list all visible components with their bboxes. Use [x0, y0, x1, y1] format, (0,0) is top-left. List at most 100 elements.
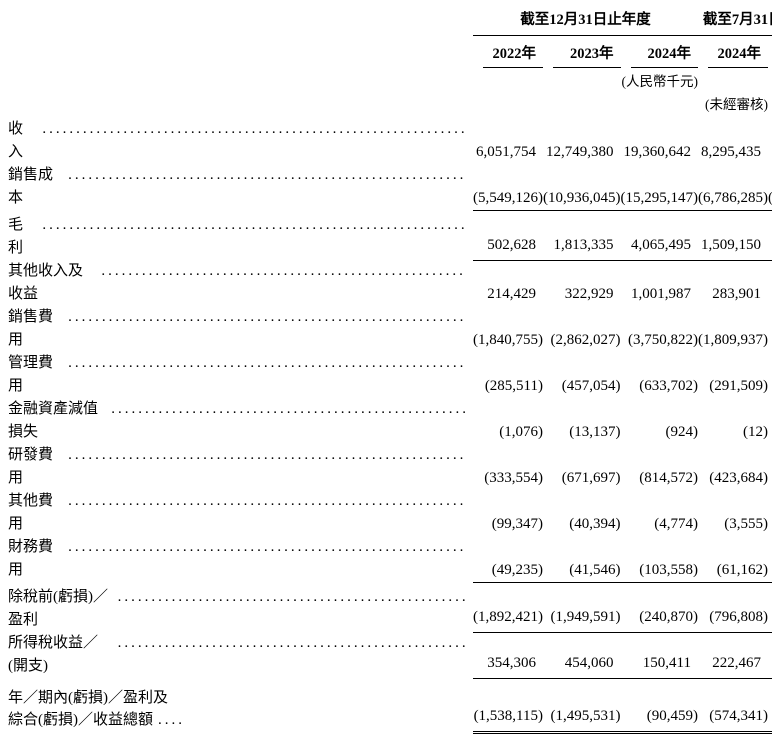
value-fy2023: (13,137)	[569, 424, 621, 440]
value-fy2022: 214,429	[487, 286, 536, 302]
row-label: 銷售成本	[8, 167, 54, 206]
value-fy2024: (4,774)	[654, 516, 698, 532]
value-7m2024: (291,509)	[709, 378, 768, 394]
row-other-expenses: 其他費用....................................…	[8, 490, 772, 536]
value-7m2025: (38,513)	[768, 632, 772, 679]
value-fy2023: 12,749,380	[546, 144, 614, 160]
column-header-7m2024: 2024年	[708, 45, 768, 68]
value-fy2022: 502,628	[473, 209, 543, 261]
row-finance-costs: 財務費用....................................…	[8, 536, 772, 582]
row-label-line1: 年／期內(虧損)／盈利及	[8, 690, 168, 706]
dot-leader: ....	[158, 712, 185, 728]
value-7m2025: 780,664	[768, 260, 772, 306]
dot-leader: ........................................…	[42, 121, 465, 137]
column-header-fy2022: 2022年	[483, 45, 543, 68]
dot-leader: ........................................…	[68, 447, 465, 463]
value-fy2023: (40,394)	[569, 516, 621, 532]
row-label: 財務費用	[8, 539, 54, 578]
value-7m2024: (1,809,937)	[698, 332, 768, 348]
row-label: 其他費用	[8, 493, 54, 532]
dot-leader: ........................................…	[68, 539, 465, 555]
dot-leader: ........................................…	[68, 493, 465, 509]
value-7m2024: 283,901	[712, 286, 761, 302]
value-fy2024: (90,459)	[620, 678, 698, 734]
row-label: 銷售費用	[8, 309, 54, 348]
row-label: 管理費用	[8, 355, 54, 394]
value-fy2022: (1,840,755)	[473, 332, 543, 348]
value-fy2023: 322,929	[564, 286, 614, 302]
value-7m2025: 15,781,481	[768, 114, 772, 164]
row-rd-expenses: 研發費用....................................…	[8, 444, 772, 490]
value-7m2025: 472,645	[768, 581, 772, 633]
value-fy2023: 454,060	[543, 632, 621, 679]
value-fy2024: 19,360,642	[623, 144, 692, 160]
value-fy2022: (5,549,126)	[473, 189, 543, 206]
value-fy2022: (1,892,421)	[473, 581, 543, 633]
value-7m2024: 222,467	[698, 632, 768, 679]
value-fy2022: 354,306	[473, 632, 543, 679]
row-label: 其他收入及收益	[8, 263, 84, 302]
row-label-line2: 綜合(虧損)／收益總額	[8, 712, 153, 728]
interim-period-header: 截至7月31日止七個月	[698, 11, 772, 36]
row-label: 金融資產減值損失	[8, 401, 99, 440]
row-impairment-losses: 金融資產減值損失................................…	[8, 398, 772, 444]
period-group-header-row: 截至12月31日止年度 截至7月31日止七個月	[8, 6, 772, 36]
value-7m2024: (796,808)	[698, 581, 768, 633]
dot-leader: ........................................…	[117, 635, 465, 651]
value-7m2024: (3,555)	[724, 516, 768, 532]
value-fy2024: 1,001,987	[631, 286, 691, 302]
annual-period-header: 截至12月31日止年度	[473, 11, 698, 36]
dot-leader: ........................................…	[68, 167, 465, 183]
value-fy2024: (3,750,822)	[628, 332, 698, 348]
row-other-income-gains: 其他收入及收益.................................…	[8, 260, 772, 306]
column-header-fy2023: 2023年	[553, 45, 621, 68]
value-7m2025: 434,132	[768, 678, 772, 734]
value-fy2024: 4,065,495	[620, 209, 698, 261]
value-fy2022: (99,347)	[491, 516, 543, 532]
unaudited-note: (未經審核)	[705, 97, 768, 112]
value-7m2025: (2,646,250)	[768, 306, 772, 352]
value-7m2024: 8,295,435	[701, 144, 761, 160]
value-7m2024: (12)	[743, 424, 768, 440]
value-fy2023: (1,495,531)	[543, 678, 621, 734]
value-7m2024: (423,684)	[709, 470, 768, 486]
value-fy2024: (103,558)	[639, 561, 698, 578]
value-fy2023: (41,546)	[569, 561, 621, 578]
value-7m2025: 3,363,269	[768, 209, 772, 261]
row-total-comprehensive-loss-income: 年／期內(虧損)／盈利及 綜合(虧損)／收益總額.... (1,538,115)…	[8, 678, 772, 734]
row-selling-expenses: 銷售費用....................................…	[8, 306, 772, 352]
column-header-fy2024: 2024年	[630, 45, 698, 68]
value-7m2025: (12,418,212)	[768, 164, 772, 210]
value-fy2024: (924)	[665, 424, 699, 440]
dot-leader: ........................................…	[117, 589, 465, 605]
year-header-row: 2022年 2023年 2024年 2024年 2025年	[8, 36, 772, 68]
value-fy2023: 1,813,335	[543, 209, 621, 261]
value-fy2024: 150,411	[620, 632, 698, 679]
currency-note-row: (人民幣千元)	[8, 68, 772, 91]
value-fy2023: (671,697)	[561, 470, 621, 486]
row-income-tax: 所得稅收益／(開支)..............................…	[8, 632, 772, 679]
value-7m2024: (6,786,285)	[698, 189, 768, 206]
row-admin-expenses: 管理費用....................................…	[8, 352, 772, 398]
row-gross-profit: 毛利......................................…	[8, 209, 772, 261]
value-fy2022: (333,554)	[484, 470, 543, 486]
value-7m2024: (61,162)	[716, 561, 768, 578]
row-pretax-loss-profit: 除稅前(虧損)／盈利..............................…	[8, 581, 772, 633]
value-fy2024: (633,702)	[639, 378, 698, 394]
value-fy2024: (15,295,147)	[620, 189, 699, 206]
row-label: 所得稅收益／(開支)	[8, 635, 99, 674]
value-fy2022: (285,511)	[484, 378, 543, 394]
row-label: 收入	[8, 121, 24, 160]
dot-leader: ........................................…	[111, 401, 465, 417]
value-7m2025: (330,625)	[768, 352, 772, 398]
row-label: 研發費用	[8, 447, 54, 486]
value-fy2023: (457,054)	[561, 378, 621, 394]
value-7m2025: (428)	[768, 398, 772, 444]
value-fy2023: (10,936,045)	[543, 189, 621, 206]
currency-note: (人民幣千元)	[621, 74, 699, 89]
value-fy2022: 6,051,754	[476, 144, 536, 160]
value-7m2024: 1,509,150	[698, 209, 768, 261]
value-7m2025: (4,342)	[768, 490, 772, 536]
dot-leader: ........................................…	[68, 309, 465, 325]
value-fy2024: (814,572)	[639, 470, 698, 486]
